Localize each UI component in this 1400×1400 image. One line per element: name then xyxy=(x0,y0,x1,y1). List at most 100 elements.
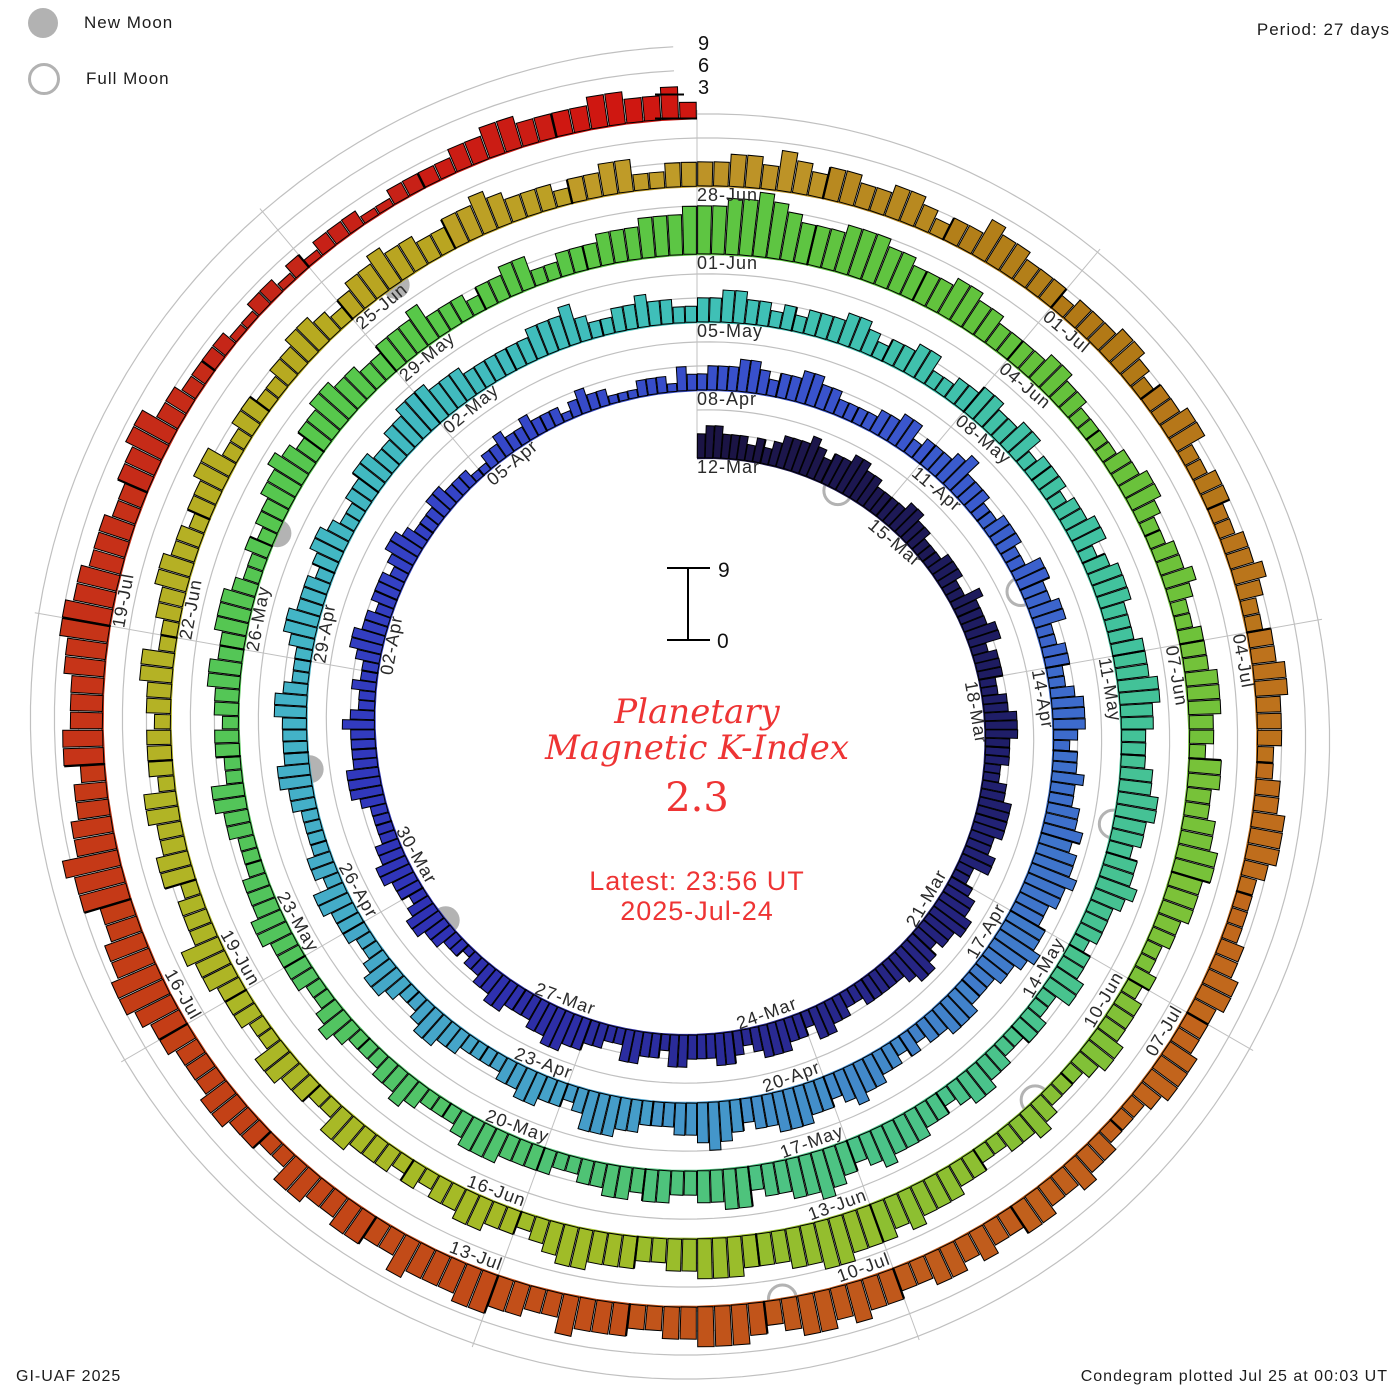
kindex-bar xyxy=(110,963,163,1000)
kindex-bar xyxy=(964,620,999,641)
kindex-bar xyxy=(264,1051,300,1084)
kindex-bar xyxy=(958,853,993,876)
kindex-bar xyxy=(810,1149,837,1200)
kindex-bar xyxy=(155,601,183,623)
kindex-bar xyxy=(485,191,513,229)
kindex-bar xyxy=(975,1053,1002,1081)
kindex-bar xyxy=(957,481,984,506)
kindex-bar xyxy=(1150,540,1180,563)
kindex-bar xyxy=(655,375,668,394)
kindex-bar xyxy=(433,157,457,180)
kindex-bar xyxy=(945,587,965,603)
kindex-bar xyxy=(1116,791,1159,811)
kindex-bar xyxy=(1010,557,1046,582)
kindex-bar xyxy=(495,1057,518,1085)
kindex-bar xyxy=(1107,626,1135,645)
kindex-bar xyxy=(535,183,558,213)
kindex-bar xyxy=(1096,586,1132,609)
kindex-bar xyxy=(515,118,540,147)
kindex-bar xyxy=(254,510,284,534)
kindex-bar xyxy=(1098,328,1134,363)
kindex-bar xyxy=(1178,829,1214,852)
kindex-bar xyxy=(480,968,504,995)
kindex-bar xyxy=(823,387,843,415)
kindex-bar xyxy=(61,849,122,879)
kindex-bar xyxy=(437,1256,467,1294)
kindex-bar xyxy=(760,163,780,191)
kindex-bar xyxy=(305,1177,335,1208)
kindex-bar xyxy=(1047,675,1067,689)
kindex-bar xyxy=(981,409,1009,436)
kindex-bar xyxy=(447,142,473,173)
kindex-bar xyxy=(193,480,223,506)
kindex-bar xyxy=(602,1232,623,1268)
kindex-bar xyxy=(319,1187,348,1218)
kindex-bar xyxy=(968,1224,1000,1262)
kindex-bar xyxy=(839,988,856,1009)
kindex-bar xyxy=(1047,791,1075,807)
kindex-bar xyxy=(861,1274,888,1311)
kindex-bar xyxy=(652,215,670,258)
kindex-bar xyxy=(177,893,207,917)
kindex-bar xyxy=(706,365,719,391)
kindex-bar xyxy=(1030,1093,1058,1123)
kindex-bar xyxy=(1188,714,1214,730)
kindex-bar xyxy=(983,514,1010,538)
kindex-bar xyxy=(288,785,315,802)
kindex-bar xyxy=(683,1170,698,1196)
kindex-bar xyxy=(962,845,996,868)
kindex-bar xyxy=(1120,754,1147,769)
kindex-bar xyxy=(822,1144,848,1189)
kindex-bar xyxy=(666,382,678,393)
kindex-bar xyxy=(322,871,343,890)
kindex-bar xyxy=(728,434,741,460)
kindex-bar xyxy=(1243,613,1264,633)
kindex-bar xyxy=(281,717,308,730)
kindex-bar xyxy=(820,228,846,272)
kindex-bar xyxy=(260,481,296,510)
kindex-bar xyxy=(573,387,592,415)
kindex-bar xyxy=(947,987,979,1019)
kindex-bar xyxy=(146,744,173,762)
kindex-bar xyxy=(575,1158,595,1186)
kindex-bar xyxy=(664,162,682,188)
kindex-bar xyxy=(145,805,181,827)
kindex-bar xyxy=(1050,1166,1080,1196)
kindex-bar xyxy=(972,649,1000,664)
kindex-bar xyxy=(847,228,878,280)
kindex-bar xyxy=(1080,910,1109,934)
kindex-bar xyxy=(180,936,225,968)
kindex-bar xyxy=(417,1167,440,1190)
kindex-bar xyxy=(1187,699,1222,716)
kindex-bar xyxy=(1208,953,1239,979)
kindex-bar xyxy=(436,1020,462,1048)
kindex-bar xyxy=(613,158,634,194)
kindex-bar xyxy=(194,949,232,979)
kindex-bar xyxy=(551,1151,570,1172)
kindex-bar xyxy=(229,427,253,450)
kindex-bar xyxy=(1039,364,1073,398)
kindex-bar xyxy=(315,998,344,1025)
latest-date: 2025-Jul-24 xyxy=(620,896,774,926)
kindex-bar xyxy=(1120,741,1147,756)
kindex-bar xyxy=(867,968,891,995)
kindex-bar xyxy=(937,277,971,321)
kindex-bar xyxy=(1056,955,1085,980)
kindex-bar xyxy=(1131,1081,1162,1111)
kindex-bar xyxy=(775,435,794,470)
kindex-bar xyxy=(1114,803,1157,824)
kindex-bar xyxy=(248,1015,272,1038)
kindex-bar xyxy=(913,349,943,385)
kindex-bar xyxy=(1087,1131,1117,1162)
kindex-bar xyxy=(282,729,308,742)
kindex-bar xyxy=(487,274,511,304)
kindex-bar xyxy=(813,1288,839,1333)
kindex-bar xyxy=(655,1169,672,1204)
kindex-bar xyxy=(472,962,497,989)
kindex-bar xyxy=(540,1219,565,1256)
kindex-bar xyxy=(1087,562,1123,586)
kindex-bar xyxy=(923,912,955,941)
kindex-bar xyxy=(1185,786,1212,805)
kindex-bar xyxy=(557,303,582,347)
